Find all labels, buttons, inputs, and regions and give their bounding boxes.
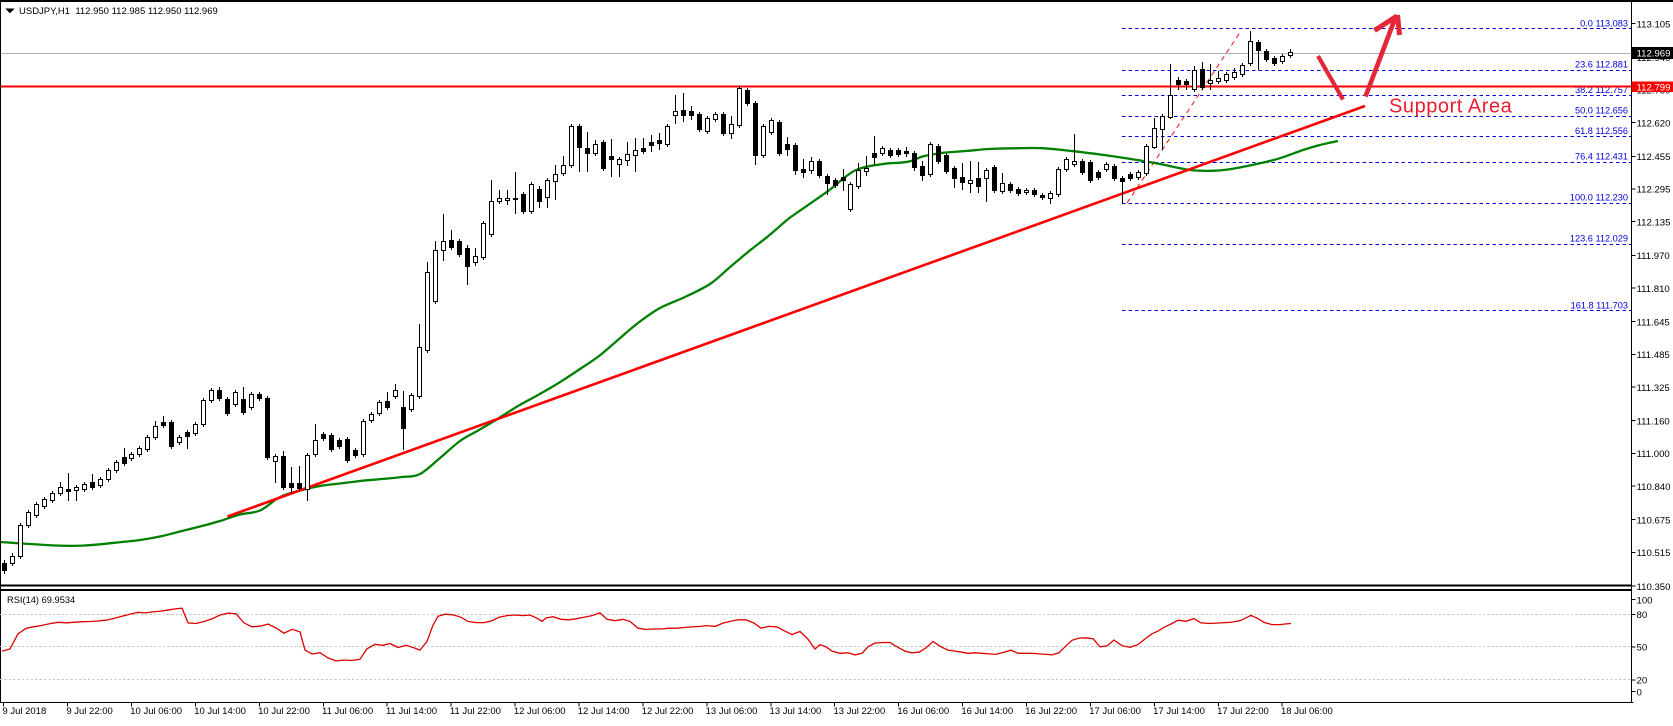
- svg-text:Support Area: Support Area: [1389, 96, 1513, 118]
- svg-text:13 Jul 06:00: 13 Jul 06:00: [706, 706, 758, 717]
- svg-text:20: 20: [1637, 676, 1648, 687]
- svg-text:112.135: 112.135: [1637, 217, 1671, 228]
- svg-text:100: 100: [1637, 595, 1653, 606]
- svg-text:111.810: 111.810: [1637, 284, 1670, 295]
- svg-text:112.295: 112.295: [1637, 185, 1671, 196]
- svg-text:13 Jul 14:00: 13 Jul 14:00: [770, 706, 822, 717]
- svg-text:110.840: 110.840: [1637, 482, 1671, 493]
- svg-text:50: 50: [1637, 643, 1648, 654]
- svg-text:10 Jul 22:00: 10 Jul 22:00: [258, 706, 310, 717]
- svg-text:23.6 112.881: 23.6 112.881: [1575, 60, 1628, 70]
- svg-text:111.000: 111.000: [1637, 449, 1670, 460]
- svg-text:16 Jul 06:00: 16 Jul 06:00: [897, 706, 949, 717]
- svg-text:12 Jul 06:00: 12 Jul 06:00: [514, 706, 566, 717]
- svg-text:61.8 112.556: 61.8 112.556: [1575, 126, 1628, 136]
- svg-text:112.455: 112.455: [1637, 152, 1671, 163]
- svg-text:112.799: 112.799: [1637, 82, 1671, 93]
- svg-text:18 Jul 06:00: 18 Jul 06:00: [1281, 706, 1333, 717]
- svg-text:123.6 112.029: 123.6 112.029: [1570, 234, 1628, 244]
- svg-text:17 Jul 06:00: 17 Jul 06:00: [1089, 706, 1141, 717]
- svg-text:111.160: 111.160: [1637, 417, 1670, 428]
- svg-text:113.105: 113.105: [1637, 19, 1671, 30]
- svg-text:RSI(14) 69.9534: RSI(14) 69.9534: [7, 595, 75, 605]
- svg-text:12 Jul 22:00: 12 Jul 22:00: [642, 706, 694, 717]
- svg-text:111.645: 111.645: [1637, 318, 1670, 329]
- svg-text:10 Jul 14:00: 10 Jul 14:00: [194, 706, 246, 717]
- svg-text:112.969: 112.969: [1637, 49, 1671, 60]
- svg-text:50.0 112.656: 50.0 112.656: [1575, 106, 1628, 116]
- svg-text:112.620: 112.620: [1637, 118, 1671, 129]
- svg-text:110.515: 110.515: [1637, 548, 1671, 559]
- svg-text:16 Jul 22:00: 16 Jul 22:00: [1025, 706, 1077, 717]
- svg-text:17 Jul 22:00: 17 Jul 22:00: [1217, 706, 1269, 717]
- svg-text:0: 0: [1637, 687, 1642, 698]
- svg-text:161.8 111.703: 161.8 111.703: [1571, 300, 1628, 310]
- svg-text:0.0 113.083: 0.0 113.083: [1580, 18, 1628, 28]
- svg-text:12 Jul 14:00: 12 Jul 14:00: [578, 706, 630, 717]
- svg-text:111.325: 111.325: [1637, 383, 1670, 394]
- svg-text:111.970: 111.970: [1637, 251, 1670, 262]
- svg-text:11 Jul 22:00: 11 Jul 22:00: [450, 706, 501, 717]
- svg-text:100.0 112.230: 100.0 112.230: [1570, 193, 1628, 203]
- svg-text:9 Jul 2018: 9 Jul 2018: [2, 706, 46, 717]
- svg-text:110.675: 110.675: [1637, 516, 1671, 527]
- svg-text:76.4 112.431: 76.4 112.431: [1575, 152, 1628, 162]
- svg-text:10 Jul 06:00: 10 Jul 06:00: [130, 706, 182, 717]
- svg-text:17 Jul 14:00: 17 Jul 14:00: [1153, 706, 1205, 717]
- svg-text:16 Jul 14:00: 16 Jul 14:00: [961, 706, 1013, 717]
- svg-text:13 Jul 22:00: 13 Jul 22:00: [833, 706, 885, 717]
- svg-text:9 Jul 22:00: 9 Jul 22:00: [66, 706, 112, 717]
- svg-text:80: 80: [1637, 610, 1648, 621]
- svg-text:11 Jul 14:00: 11 Jul 14:00: [386, 706, 437, 717]
- svg-text:11 Jul 06:00: 11 Jul 06:00: [322, 706, 373, 717]
- svg-text:USDJPY,H1 112.950 112.985 112: USDJPY,H1 112.950 112.985 112.950 112.96…: [19, 6, 218, 17]
- svg-text:111.485: 111.485: [1637, 350, 1670, 361]
- svg-text:110.350: 110.350: [1637, 582, 1671, 593]
